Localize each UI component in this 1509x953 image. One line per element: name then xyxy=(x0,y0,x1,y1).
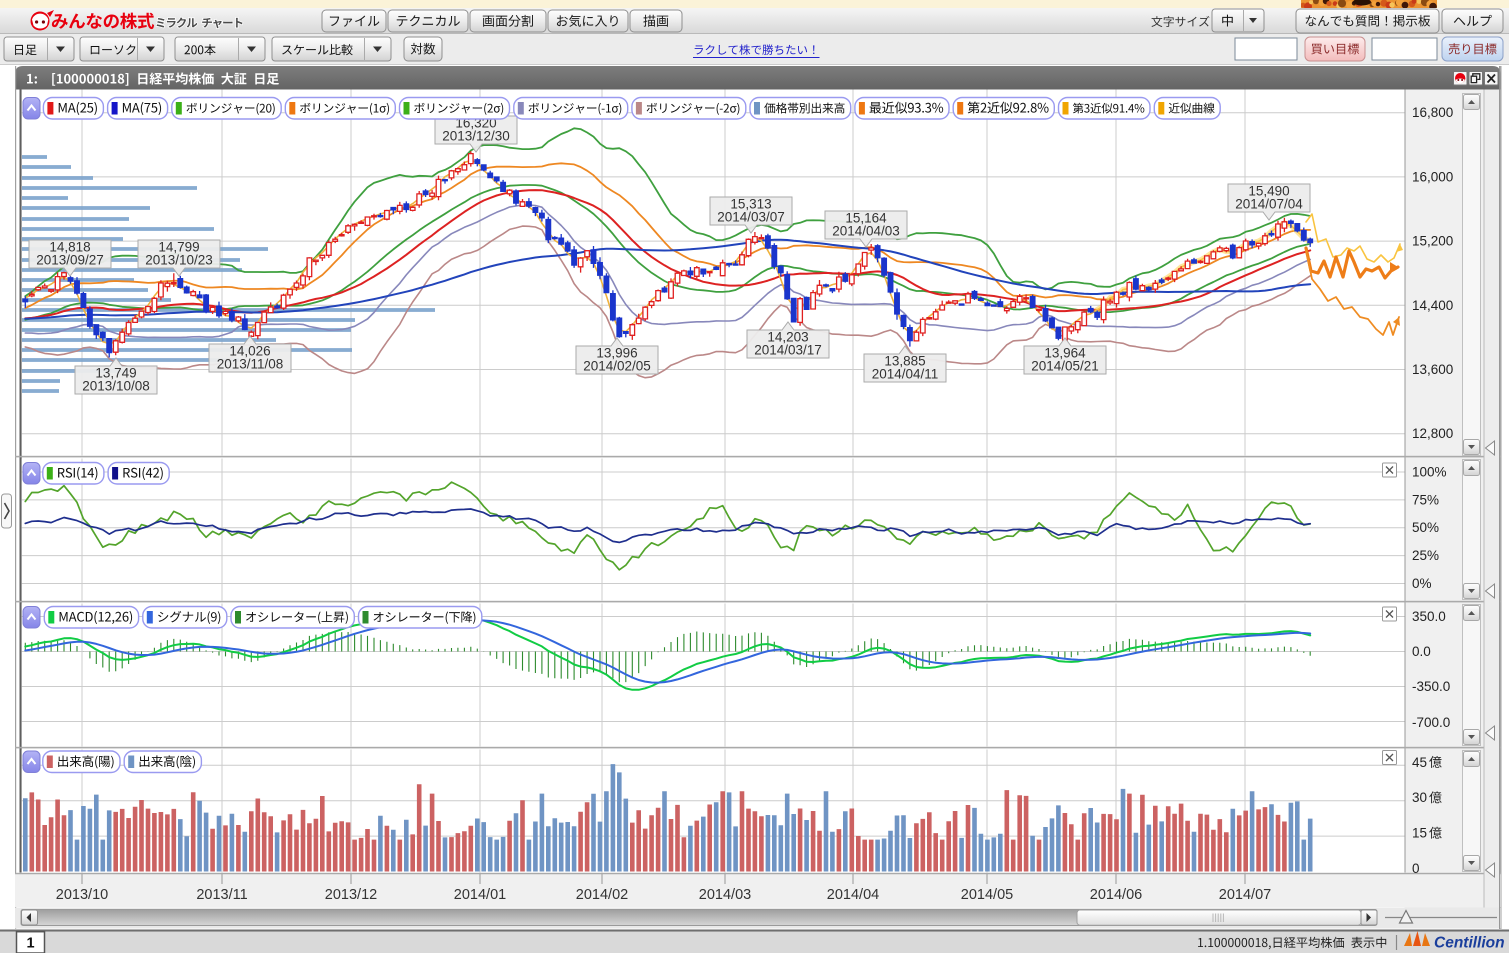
svg-text:30: 30 xyxy=(1412,790,1427,805)
svg-text:45: 45 xyxy=(1412,755,1427,770)
svg-text:12,800: 12,800 xyxy=(1412,426,1453,441)
svg-text:2014/05/21: 2014/05/21 xyxy=(1031,359,1099,374)
svg-text:2014/02/05: 2014/02/05 xyxy=(583,359,651,374)
svg-text:13,996: 13,996 xyxy=(596,346,637,361)
svg-text:13,600: 13,600 xyxy=(1412,362,1453,377)
svg-text:14,026: 14,026 xyxy=(229,344,270,359)
svg-text:13,964: 13,964 xyxy=(1044,346,1086,361)
svg-text:2014/03/07: 2014/03/07 xyxy=(717,210,785,225)
svg-text:15,164: 15,164 xyxy=(845,211,887,226)
svg-text:Centillion: Centillion xyxy=(1434,935,1505,952)
svg-text:2013/10/23: 2013/10/23 xyxy=(145,253,213,268)
svg-text:0%: 0% xyxy=(1412,576,1432,591)
svg-text:15: 15 xyxy=(1412,826,1427,841)
svg-text:350.0: 350.0 xyxy=(1412,609,1446,624)
svg-text:15,313: 15,313 xyxy=(730,197,771,212)
svg-text:100%: 100% xyxy=(1412,465,1447,480)
svg-text:2014/04/11: 2014/04/11 xyxy=(872,367,939,382)
svg-text:15,200: 15,200 xyxy=(1412,234,1453,249)
svg-text:-700.0: -700.0 xyxy=(1412,715,1450,730)
svg-text:2013/12/30: 2013/12/30 xyxy=(442,129,510,144)
svg-text:2014/07/04: 2014/07/04 xyxy=(1235,197,1303,212)
svg-text:13,749: 13,749 xyxy=(95,366,136,381)
svg-text:50%: 50% xyxy=(1412,520,1439,535)
svg-text:2014/04: 2014/04 xyxy=(827,887,879,903)
svg-text:2014/05: 2014/05 xyxy=(961,887,1013,903)
svg-text:2013/10/08: 2013/10/08 xyxy=(82,379,150,394)
svg-text:2013/12: 2013/12 xyxy=(325,887,377,903)
svg-text:2014/04/03: 2014/04/03 xyxy=(832,224,900,239)
svg-text:75%: 75% xyxy=(1412,492,1439,507)
svg-text:13,885: 13,885 xyxy=(884,354,925,369)
svg-text:1: 1 xyxy=(26,936,34,952)
svg-text:14,799: 14,799 xyxy=(158,240,199,255)
svg-text:15,490: 15,490 xyxy=(1248,184,1289,199)
svg-text:14,818: 14,818 xyxy=(49,240,90,255)
svg-text:2014/06: 2014/06 xyxy=(1090,887,1142,903)
svg-text:2013/09/27: 2013/09/27 xyxy=(36,253,104,268)
svg-text:2013/10: 2013/10 xyxy=(56,887,108,903)
svg-text:2014/07: 2014/07 xyxy=(1219,887,1271,903)
svg-text:0: 0 xyxy=(1412,861,1420,876)
svg-text:2013/11/08: 2013/11/08 xyxy=(217,357,284,372)
svg-text:2014/01: 2014/01 xyxy=(454,887,506,903)
svg-text:14,203: 14,203 xyxy=(767,330,808,345)
svg-text:2014/02: 2014/02 xyxy=(576,887,628,903)
svg-text:14,400: 14,400 xyxy=(1412,298,1453,313)
svg-text:16,800: 16,800 xyxy=(1412,105,1453,120)
svg-text:25%: 25% xyxy=(1412,548,1439,563)
svg-text:0.0: 0.0 xyxy=(1412,644,1431,659)
svg-text:-350.0: -350.0 xyxy=(1412,679,1450,694)
svg-text:2013/11: 2013/11 xyxy=(196,887,247,903)
svg-text:2014/03/17: 2014/03/17 xyxy=(754,343,822,358)
svg-text:2014/03: 2014/03 xyxy=(699,887,751,903)
svg-text:16,000: 16,000 xyxy=(1412,169,1453,184)
